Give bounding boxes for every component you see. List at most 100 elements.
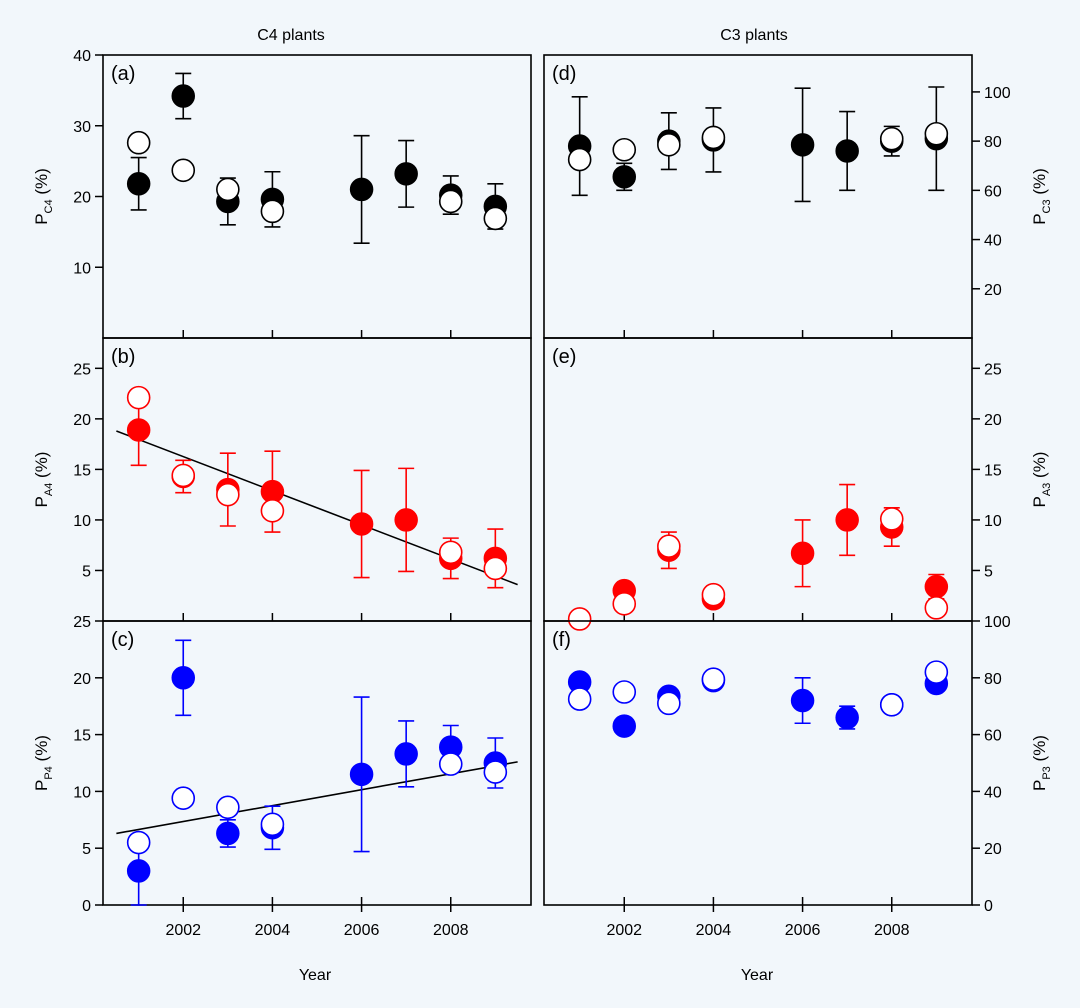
y-tick-label: 30 (73, 119, 91, 136)
filled-point (216, 821, 240, 846)
filled-point (394, 742, 418, 766)
x-tick-label: 2006 (344, 922, 380, 939)
y-tick-label: 20 (73, 412, 91, 429)
filled-point (612, 165, 636, 189)
filled-point (394, 162, 418, 186)
y-axis-label: PP4 (%) (32, 735, 55, 791)
panel-label: (c) (111, 629, 134, 651)
panel-a: (a) 10 20 30 40 PC4 (%) (32, 48, 532, 339)
open-point (126, 130, 151, 155)
panel-f: (f) 2002 2004 2006 2008 0 20 40 60 80 100 PP3 (%) (543, 614, 1053, 939)
panel-c: (c) 2002 2004 2006 2008 0 5 10 15 20 25 PP4 (%) (32, 614, 532, 939)
y-tick-label: 15 (73, 462, 91, 479)
x-tick-label: 2008 (874, 922, 910, 939)
y-axis-label-main: P (1030, 780, 1049, 791)
open-point (216, 795, 240, 820)
x-tick-label: 2006 (785, 922, 821, 939)
filled-point (349, 512, 374, 536)
panel-frame (102, 54, 532, 339)
y-tick-label: 100 (984, 614, 1011, 631)
x-tick-label: 2004 (255, 922, 291, 939)
panel-label: (e) (552, 346, 576, 368)
y-tick-label: 25 (73, 614, 91, 631)
open-point (567, 147, 592, 172)
open-point (438, 189, 463, 214)
open-point (438, 752, 463, 776)
y-tick-label: 0 (82, 898, 91, 915)
filled-point (835, 705, 859, 730)
panel-frame (543, 620, 973, 906)
y-tick-label: 80 (984, 671, 1002, 688)
filled-point (126, 418, 151, 442)
y-axis-label-unit: (%) (1030, 168, 1049, 199)
y-axis-label: PP3 (%) (1030, 735, 1053, 791)
y-tick-label: 10 (73, 513, 91, 530)
x-tick-label: 2002 (165, 922, 201, 939)
open-point (216, 482, 240, 507)
panel-e: (e) 5 10 15 20 25 PA3 (%) (543, 337, 1053, 631)
panel-frame (543, 54, 973, 339)
open-point (171, 158, 196, 183)
open-point (879, 507, 904, 531)
open-point (879, 126, 904, 151)
y-tick-label: 5 (984, 563, 993, 580)
panel-label: (a) (111, 63, 135, 85)
open-point (612, 680, 637, 704)
filled-point (790, 541, 815, 566)
open-point (483, 556, 508, 581)
open-point (701, 125, 726, 150)
filled-point (171, 666, 195, 690)
y-axis-label-subscript: A4 (43, 483, 55, 496)
panel-label: (b) (111, 346, 135, 368)
open-point (438, 540, 463, 565)
y-tick-label: 60 (984, 728, 1002, 745)
y-axis-label-subscript: C3 (1041, 199, 1053, 213)
y-tick-label: 20 (73, 190, 91, 207)
open-point (612, 137, 637, 162)
y-axis-label-unit: (%) (1030, 735, 1049, 766)
y-axis-label-main: P (1030, 496, 1049, 507)
open-point (657, 133, 681, 157)
open-point (171, 786, 196, 811)
panel-d: (d) 20 40 60 80 100 PC3 (%) (543, 54, 1053, 339)
y-tick-label: 0 (984, 898, 993, 915)
x-tick-label: 2002 (606, 922, 642, 939)
open-point (701, 582, 726, 607)
y-axis-label-main: P (1030, 213, 1049, 224)
open-point (612, 592, 637, 616)
open-point (657, 534, 681, 559)
y-tick-label: 5 (82, 841, 91, 858)
y-tick-label: 20 (984, 412, 1002, 429)
filled-point (349, 762, 374, 787)
y-tick-label: 100 (984, 85, 1011, 102)
open-point (924, 596, 949, 620)
y-axis-label-main: P (32, 780, 51, 791)
y-axis-label-subscript: P3 (1041, 766, 1053, 779)
y-tick-label: 5 (82, 563, 91, 580)
y-tick-label: 15 (984, 462, 1002, 479)
panel-b: (b) 5 10 15 20 25 PA4 (%) (32, 337, 532, 622)
y-tick-label: 25 (984, 361, 1002, 378)
filled-point (126, 859, 151, 883)
y-axis-label: PC4 (%) (32, 168, 55, 225)
x-axis-label-left: Year (299, 967, 332, 984)
x-axis-label-right: Year (741, 967, 774, 984)
y-axis-label-unit: (%) (32, 168, 51, 199)
y-axis-label-main: P (32, 496, 51, 507)
filled-point (126, 172, 151, 196)
y-tick-label: 10 (73, 784, 91, 801)
y-axis-label-subscript: A3 (1041, 483, 1053, 496)
panel-frame (102, 620, 532, 906)
y-axis-label: PA4 (%) (32, 452, 55, 508)
y-tick-label: 25 (73, 361, 91, 378)
open-point (483, 206, 508, 231)
open-point (260, 812, 285, 837)
open-point (126, 830, 151, 855)
y-axis-label-unit: (%) (1030, 452, 1049, 483)
y-tick-label: 80 (984, 134, 1002, 151)
filled-point (394, 508, 418, 532)
panel-frame (543, 337, 973, 622)
y-axis-label-unit: (%) (32, 735, 51, 766)
filled-point (924, 574, 949, 599)
